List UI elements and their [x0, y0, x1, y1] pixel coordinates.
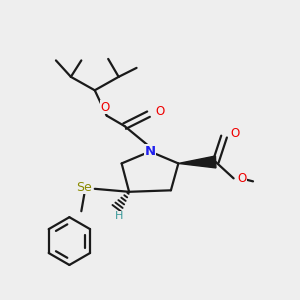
Polygon shape [178, 156, 216, 168]
Text: O: O [238, 172, 247, 185]
Text: O: O [230, 127, 239, 140]
Text: O: O [155, 105, 164, 118]
Text: N: N [144, 145, 156, 158]
Text: H: H [115, 211, 123, 221]
Text: Se: Se [76, 181, 92, 194]
Text: O: O [100, 101, 110, 114]
